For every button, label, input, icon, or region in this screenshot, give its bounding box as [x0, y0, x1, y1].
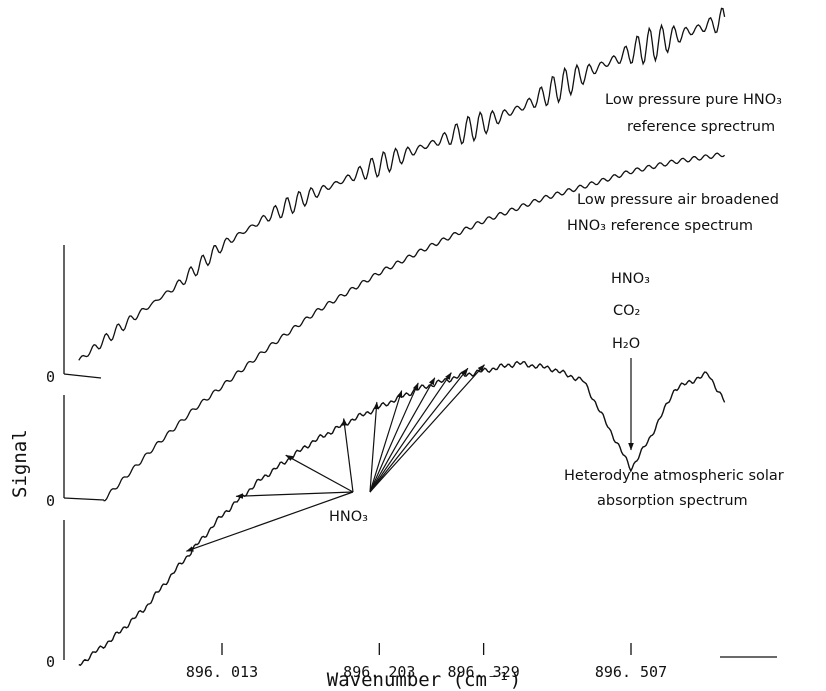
hno3-arrow — [369, 372, 452, 493]
hno3-arrow — [285, 454, 354, 493]
hno3-arrow — [369, 382, 419, 493]
hno3-arrow — [369, 377, 436, 493]
x-tick-label: 896. 329 — [448, 663, 520, 681]
series-pure-hno3-reference — [78, 7, 726, 361]
hno3-arrow — [235, 491, 354, 499]
hno3-arrow — [369, 401, 380, 493]
label-air-broadened-line1: Low pressure air broadened — [577, 192, 779, 208]
hno3-arrow-fan — [185, 364, 485, 552]
x-axis-title: Wavenumber (cm⁻¹) — [327, 669, 521, 691]
label-heterodyne-line2: absorption spectrum — [597, 493, 748, 509]
hno3-arrow — [369, 367, 469, 493]
species-label-co2: CO₂ — [613, 303, 640, 319]
hno3-arrow — [185, 491, 354, 552]
species-label-hno3: HNO₃ — [611, 271, 650, 287]
x-tick-label: 896. 507 — [595, 663, 667, 681]
zero-label-bottom: 0 — [46, 653, 55, 671]
y-axis-title: Signal — [9, 429, 31, 498]
series-line-2 — [78, 360, 726, 667]
hno3-arrow — [369, 390, 403, 493]
species-label-h2o: H₂O — [612, 336, 640, 352]
label-heterodyne-line1: Heterodyne atmospheric solar — [564, 468, 784, 484]
label-air-broadened-line2: HNO₃ reference spectrum — [567, 218, 753, 234]
hno3-arrow — [369, 364, 485, 493]
label-pure-hno3-line1: Low pressure pure HNO₃ — [605, 92, 782, 108]
x-tick-label: 896. 013 — [186, 663, 258, 681]
series-air-broadened-hno3-reference — [103, 152, 726, 502]
label-pure-hno3-line2: reference sprectrum — [627, 119, 775, 135]
series-heterodyne-solar-absorption — [78, 360, 726, 667]
zero-label-top: 0 — [46, 368, 55, 386]
series-line-1 — [103, 152, 726, 502]
baseline-marks — [63, 245, 777, 660]
x-tick-label: 896. 203 — [343, 663, 415, 681]
hno3-arrow — [341, 418, 354, 493]
x-axis-ticks: 896. 013 896. 203 896. 329 896. 507 — [186, 643, 667, 681]
zero-label-middle: 0 — [46, 492, 55, 510]
hno3-arrows-label: HNO₃ — [329, 509, 368, 525]
series-line-0 — [78, 7, 726, 361]
